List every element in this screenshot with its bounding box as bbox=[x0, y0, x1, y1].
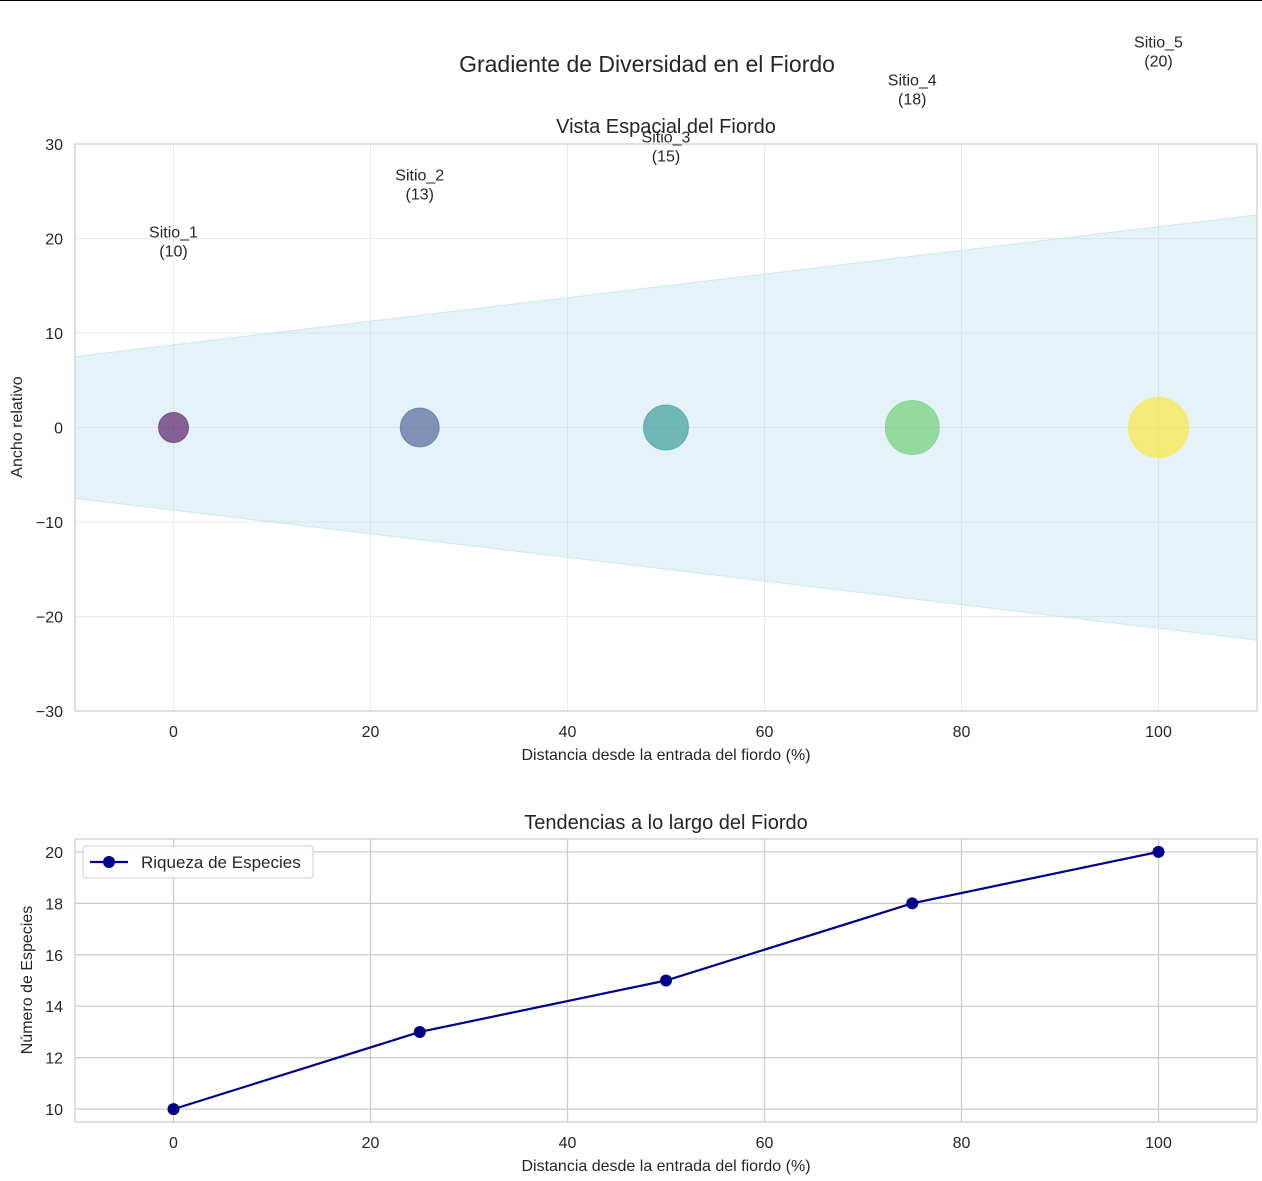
y-tick-label: 10 bbox=[45, 1102, 63, 1119]
legend-label: Riqueza de Especies bbox=[141, 853, 301, 872]
x-tick-label: 100 bbox=[1145, 1135, 1172, 1152]
x-tick-label: 100 bbox=[1145, 724, 1172, 741]
site-annotations: Sitio_1 (10) Sitio_2 (13) Sitio_3 (15) Sitio_4… bbox=[149, 35, 1183, 261]
y-tick-label: −10 bbox=[36, 515, 63, 532]
site-name-label: Sitio_2 bbox=[395, 168, 444, 185]
x-tick-label: 80 bbox=[953, 1135, 971, 1152]
x-tick-label: 20 bbox=[362, 1135, 380, 1152]
site-richness-label: (10) bbox=[159, 244, 187, 261]
trend-y-label: Número de Especies bbox=[19, 906, 36, 1055]
spatial-view-y-label: Ancho relativo bbox=[9, 376, 26, 477]
y-tick-label: 0 bbox=[54, 421, 63, 438]
site-marker bbox=[399, 407, 440, 448]
x-tick-label: 60 bbox=[756, 724, 774, 741]
richness-point bbox=[906, 897, 919, 910]
site-markers bbox=[158, 397, 1189, 458]
site-richness-label: (15) bbox=[652, 149, 680, 166]
y-tick-label: 18 bbox=[45, 896, 63, 913]
spatial-view-y-ticks: −30 −20 −10 0 10 20 30 bbox=[36, 137, 63, 721]
site-richness-label: (13) bbox=[406, 187, 434, 204]
site-marker bbox=[1128, 397, 1189, 458]
legend-frame bbox=[82, 845, 314, 879]
trend-title: Tendencias a lo largo del Fiordo bbox=[524, 812, 808, 834]
richness-point bbox=[660, 974, 672, 987]
spatial-view-title: Vista Espacial del Fiordo bbox=[556, 116, 776, 138]
x-tick-label: 60 bbox=[756, 1135, 774, 1152]
richness-point bbox=[167, 1103, 180, 1116]
trend-x-label: Distancia desde la entrada del fiordo (%… bbox=[521, 1158, 810, 1175]
top-border-line bbox=[0, 0, 1262, 1]
spatial-view-x-ticks: 0 20 40 60 80 100 bbox=[169, 724, 1172, 741]
site-name-label: Sitio_4 bbox=[888, 73, 937, 90]
trend-frame bbox=[74, 838, 1258, 1123]
x-tick-label: 40 bbox=[559, 1135, 577, 1152]
site-name-label: Sitio_5 bbox=[1134, 35, 1183, 52]
trend-y-ticks: 10 12 14 16 18 20 bbox=[45, 845, 63, 1119]
trend-x-ticks: 0 20 40 60 80 100 bbox=[169, 1135, 1172, 1152]
site-marker bbox=[643, 404, 689, 451]
site-name-label: Sitio_1 bbox=[149, 225, 198, 242]
y-tick-label: 16 bbox=[45, 948, 63, 965]
x-tick-label: 40 bbox=[559, 724, 577, 741]
x-tick-label: 80 bbox=[953, 724, 971, 741]
figure-suptitle: Gradiente de Diversidad en el Fiordo bbox=[459, 51, 835, 77]
y-tick-label: 12 bbox=[45, 1051, 63, 1068]
site-marker bbox=[884, 400, 940, 455]
y-tick-label: 30 bbox=[45, 137, 63, 154]
x-tick-label: 20 bbox=[362, 724, 380, 741]
trend-legend: Riqueza de Especies bbox=[82, 845, 314, 879]
site-richness-label: (18) bbox=[898, 92, 926, 109]
y-tick-label: −20 bbox=[36, 610, 63, 627]
site-marker bbox=[158, 412, 189, 443]
legend-marker-swatch bbox=[103, 856, 115, 868]
richness-point bbox=[413, 1025, 426, 1038]
site-richness-label: (20) bbox=[1144, 54, 1172, 71]
y-tick-label: 14 bbox=[45, 999, 63, 1016]
y-tick-label: −30 bbox=[36, 704, 63, 721]
y-tick-label: 20 bbox=[45, 232, 63, 249]
x-tick-label: 0 bbox=[169, 724, 178, 741]
y-tick-label: 20 bbox=[45, 845, 63, 862]
spatial-view-x-label: Distancia desde la entrada del fiordo (%… bbox=[521, 747, 810, 764]
y-tick-label: 10 bbox=[45, 326, 63, 343]
spatial-view-frame bbox=[74, 143, 1258, 712]
trend-axes: 0 20 40 60 80 100 10 12 14 16 18 20 Tendencias a l… bbox=[19, 812, 1258, 1175]
site-name-label: Sitio_3 bbox=[642, 130, 691, 147]
spatial-view-axes: 0 20 40 60 80 100 −30 −20 −10 0 10 20 30 Sitio_1 (10… bbox=[9, 35, 1258, 764]
richness-points bbox=[167, 845, 1165, 1116]
x-tick-label: 0 bbox=[169, 1135, 178, 1152]
richness-point bbox=[1152, 845, 1165, 858]
